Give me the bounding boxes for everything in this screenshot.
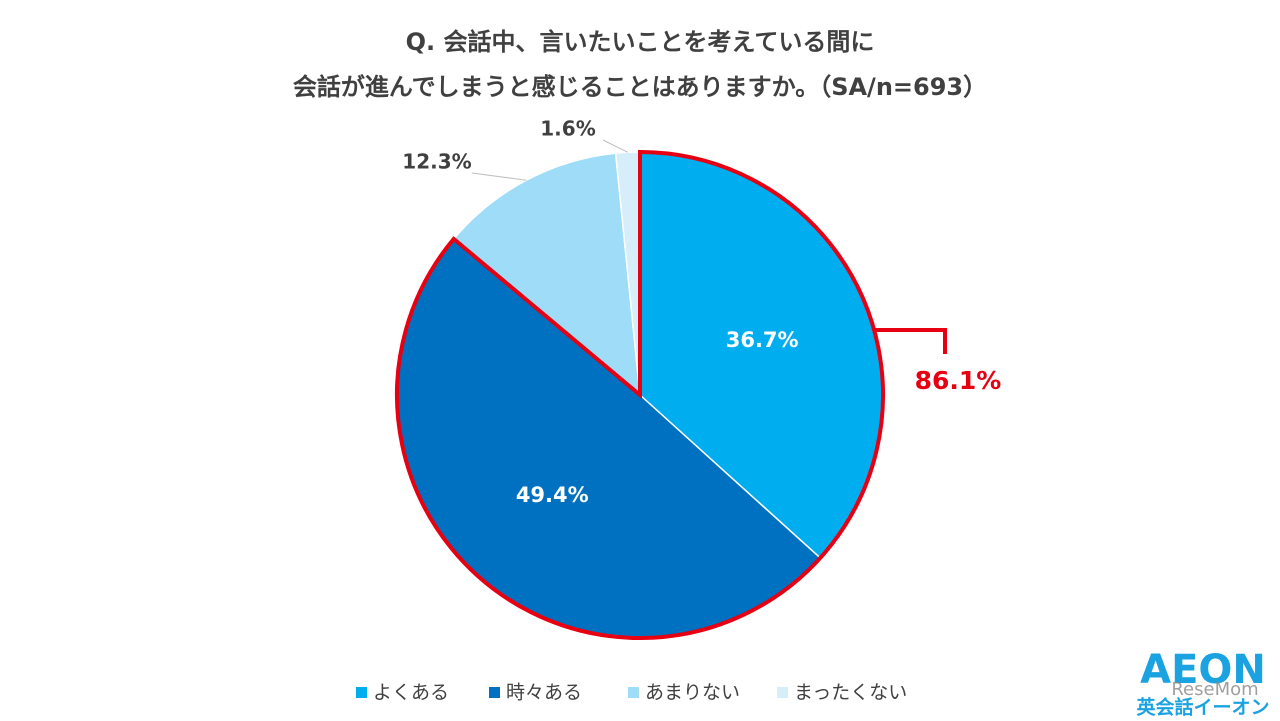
legend-swatch	[628, 687, 639, 698]
highlight-outline	[395, 149, 885, 640]
chart-title: Q. 会話中、言いたいことを考えている間に	[406, 28, 875, 56]
legend-label: 時々ある	[506, 682, 582, 704]
logo-sub: 英会話イーオン	[1136, 696, 1269, 719]
highlight-bracket	[874, 328, 947, 354]
data-label: 49.4%	[516, 483, 589, 507]
data-label: 1.6%	[540, 117, 595, 141]
highlight-label: 86.1%	[915, 366, 1002, 395]
leader-line	[602, 139, 629, 153]
pie-slice	[452, 152, 641, 397]
legend-swatch	[777, 687, 788, 698]
leader-line	[471, 172, 527, 181]
data-label: 36.7%	[726, 328, 799, 352]
data-label: 12.3%	[402, 150, 471, 174]
logo: AEON	[1140, 647, 1266, 693]
watermark: ReseMom	[1171, 679, 1258, 700]
legend-swatch	[489, 687, 500, 698]
legend-label: あまりない	[645, 682, 740, 704]
legend-swatch	[356, 687, 367, 698]
legend-label: まったくない	[794, 682, 907, 704]
chart-title: 会話が進んでしまうと感じることはありますか。（SA/n=693）	[293, 73, 987, 101]
legend-label: よくある	[373, 682, 449, 704]
